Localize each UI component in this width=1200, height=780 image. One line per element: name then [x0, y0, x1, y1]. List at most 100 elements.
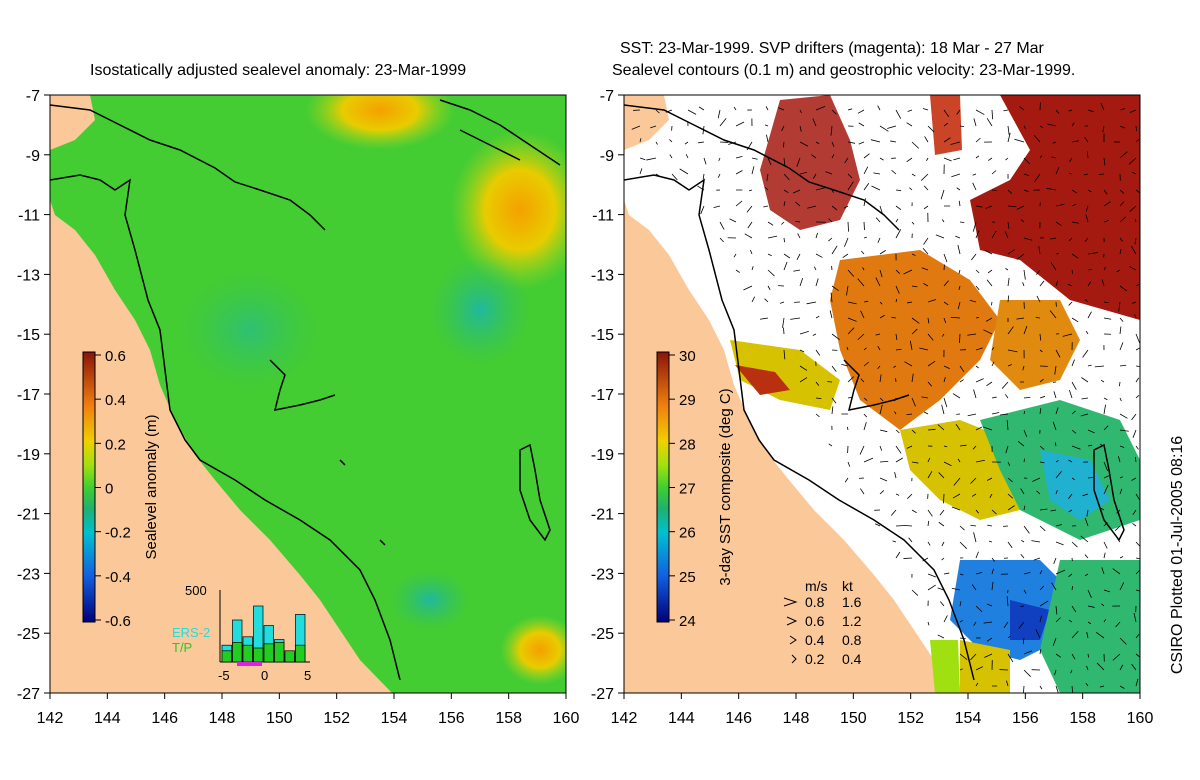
- velocity-arrow: [1052, 141, 1057, 144]
- velocity-arrow: [863, 236, 867, 239]
- velocity-arrow: [891, 316, 897, 319]
- velocity-arrow: [847, 327, 855, 335]
- velocity-arrow: [892, 540, 897, 543]
- velocity-arrow: [1055, 653, 1062, 658]
- velocity-arrow: [1128, 157, 1137, 165]
- velocity-arrow: [1112, 568, 1121, 575]
- y-tick-label: -21: [591, 507, 614, 524]
- velocity-arrow: [991, 568, 994, 575]
- velocity-arrow: [687, 109, 697, 115]
- velocity-arrow: [1119, 285, 1128, 292]
- velocity-arrow: [1099, 685, 1105, 688]
- velocity-arrow: [1047, 123, 1057, 127]
- velocity-arrow: [971, 493, 977, 497]
- velocity-arrow: [1135, 493, 1140, 502]
- x-tick-label: 142: [611, 710, 638, 727]
- velocity-arrow: [986, 637, 993, 642]
- velocity-arrow: [1071, 381, 1077, 390]
- velocity-arrow: [1087, 429, 1095, 434]
- velocity-arrow: [750, 249, 753, 255]
- velocity-arrow: [999, 413, 1009, 416]
- velocity-arrow: [943, 122, 949, 127]
- colorbar-tick-label: 28: [679, 436, 696, 453]
- y-tick-label: -11: [18, 208, 40, 225]
- velocity-arrow: [1016, 205, 1025, 210]
- velocity-arrow: [1103, 317, 1112, 320]
- velocity-arrow: [781, 125, 785, 132]
- velocity-arrow: [1135, 395, 1140, 399]
- velocity-arrow: [846, 285, 849, 296]
- velocity-arrow: [1084, 237, 1089, 242]
- velocity-arrow: [927, 360, 936, 367]
- velocity-arrow: [972, 173, 977, 176]
- velocity-arrow: [972, 445, 977, 450]
- velocity-arrow: [746, 205, 753, 213]
- velocity-arrow: [1036, 269, 1041, 275]
- x-tick-label: 148: [209, 710, 236, 727]
- velocity-arrow: [814, 266, 817, 271]
- velocity-arrow: [781, 221, 785, 225]
- velocity-arrow: [748, 189, 753, 192]
- velocity-legend-ms: 0.2: [805, 651, 825, 667]
- velocity-arrow: [895, 551, 901, 559]
- velocity-arrow: [1007, 541, 1013, 549]
- velocity-arrow: [1049, 310, 1057, 319]
- velocity-arrow: [1071, 429, 1077, 434]
- velocity-arrow: [1006, 680, 1009, 687]
- velocity-arrow: [911, 461, 919, 464]
- right-reefs-central: [843, 359, 910, 411]
- velocity-legend-header-kt: kt: [842, 578, 853, 594]
- velocity-arrow: [1131, 663, 1137, 671]
- velocity-arrow: [943, 301, 949, 306]
- velocity-arrow: [1023, 669, 1031, 677]
- velocity-arrow: [735, 170, 743, 175]
- velocity-arrow: [895, 229, 902, 239]
- velocity-arrow: [1119, 201, 1125, 207]
- velocity-arrow: [1055, 203, 1065, 207]
- velocity-arrow: [875, 217, 881, 223]
- velocity-arrow: [927, 621, 930, 626]
- velocity-arrow: [1133, 613, 1137, 623]
- velocity-arrow: [844, 157, 849, 164]
- warm-anomaly-north: [305, 95, 455, 150]
- velocity-arrow: [831, 285, 839, 292]
- velocity-arrow: [877, 105, 881, 111]
- velocity-arrow: [1005, 157, 1009, 161]
- velocity-arrow: [1082, 349, 1089, 358]
- velocity-arrow: [863, 457, 874, 463]
- velocity-arrow: [847, 461, 851, 467]
- velocity-arrow: [1023, 410, 1026, 415]
- velocity-arrow: [1071, 203, 1077, 207]
- velocity-arrow: [767, 157, 772, 166]
- velocity-arrow: [751, 266, 754, 271]
- velocity-arrow: [943, 572, 950, 575]
- velocity-arrow: [1132, 523, 1137, 527]
- velocity-arrow: [1103, 301, 1109, 304]
- velocity-arrow: [765, 106, 769, 111]
- velocity-arrow: [1068, 573, 1073, 577]
- velocity-arrow: [941, 541, 945, 547]
- velocity-arrow: [1087, 189, 1092, 193]
- velocity-arrow: [1023, 650, 1033, 655]
- velocity-arrow: [1119, 108, 1126, 111]
- velocity-arrow: [847, 376, 855, 383]
- velocity-arrow: [1003, 109, 1009, 112]
- velocity-arrow: [1051, 156, 1057, 159]
- velocity-arrow: [1119, 342, 1124, 351]
- velocity-arrow: [927, 457, 931, 463]
- y-tick-label: -21: [17, 507, 40, 524]
- velocity-arrow: [975, 426, 983, 431]
- velocity-arrow: [906, 413, 913, 416]
- velocity-arrow: [911, 509, 917, 514]
- velocity-arrow: [951, 506, 961, 511]
- velocity-legend-arrow: [791, 654, 797, 664]
- velocity-arrow: [729, 218, 737, 223]
- velocity-arrow: [923, 237, 929, 245]
- velocity-arrow: [975, 137, 981, 143]
- velocity-arrow: [1039, 408, 1042, 415]
- velocity-arrow: [1135, 365, 1140, 367]
- velocity-arrow: [959, 653, 968, 661]
- velocity-arrow: [959, 541, 967, 549]
- velocity-arrow: [718, 157, 721, 162]
- velocity-arrow: [971, 584, 977, 591]
